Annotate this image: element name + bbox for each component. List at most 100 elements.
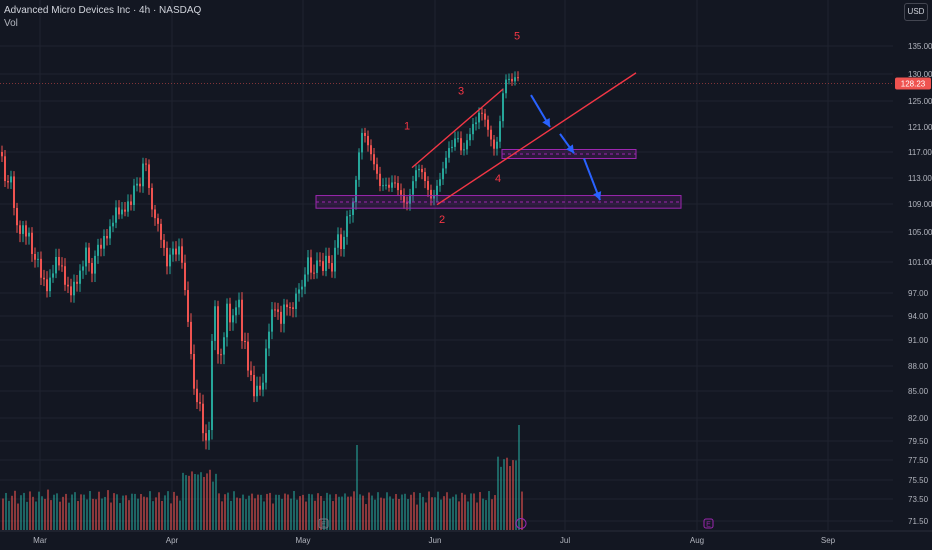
price-tick-label: 125.00 — [908, 97, 932, 106]
volume-bar — [236, 497, 238, 530]
candle-body — [382, 185, 384, 187]
candle-body — [145, 163, 147, 165]
volume-bar — [326, 492, 328, 530]
candle-body — [88, 247, 90, 263]
volume-bar — [383, 498, 385, 530]
candle-body — [502, 93, 504, 122]
volume-bar — [188, 475, 190, 530]
volume-bar — [398, 498, 400, 530]
volume-bar — [23, 492, 25, 530]
candle-body — [430, 189, 432, 199]
candle-body — [376, 164, 378, 174]
volume-bar — [47, 489, 49, 530]
current-price-tag — [895, 77, 931, 90]
candle-body — [511, 78, 513, 82]
volume-bar — [344, 493, 346, 530]
volume-bar — [455, 494, 457, 530]
volume-bar — [278, 494, 280, 530]
volume-bar — [44, 498, 46, 530]
volume-bar — [341, 496, 343, 530]
time-tick-label: Apr — [166, 536, 179, 545]
candle-body — [154, 209, 156, 219]
volume-bar — [131, 493, 133, 530]
candle-body — [187, 290, 189, 322]
volume-bar — [248, 495, 250, 530]
price-tick-label: 135.00 — [908, 42, 932, 51]
candle-body — [232, 315, 234, 323]
volume-bar — [389, 496, 391, 530]
candle-body — [208, 430, 210, 441]
candle-body — [148, 164, 150, 188]
volume-bar — [437, 491, 439, 530]
volume-bar — [452, 496, 454, 530]
price-tick-label: 71.50 — [908, 517, 929, 526]
candle-body — [394, 182, 396, 184]
volume-bar — [368, 492, 370, 530]
volume-bar — [146, 497, 148, 530]
volume-bar — [251, 493, 253, 530]
price-tick-label: 101.00 — [908, 258, 932, 267]
volume-bar — [158, 492, 160, 530]
candle-body — [424, 172, 426, 182]
candle-body — [301, 286, 303, 290]
wave-label: 4 — [495, 173, 501, 185]
candle-body — [361, 132, 363, 153]
volume-bar — [332, 501, 334, 530]
candle-body — [388, 184, 390, 188]
forecast-arrowhead — [542, 118, 550, 127]
candle-body — [247, 341, 249, 371]
volume-bar — [80, 494, 82, 530]
volume-bar — [470, 493, 472, 530]
time-tick-label: Jun — [429, 536, 442, 545]
candle-body — [124, 209, 126, 212]
candle-body — [334, 247, 336, 272]
volume-bar — [413, 492, 415, 530]
volume-bar — [320, 496, 322, 530]
candle-body — [436, 185, 438, 196]
candle-body — [391, 182, 393, 188]
volume-bar — [329, 494, 331, 530]
candle-body — [151, 187, 153, 210]
volume-label: Vol — [4, 18, 18, 29]
candle-body — [52, 273, 54, 278]
volume-bar — [263, 501, 265, 530]
candle-body — [448, 148, 450, 158]
volume-bar — [371, 495, 373, 530]
volume-bar — [335, 494, 337, 530]
candle-body — [373, 154, 375, 165]
volume-bar — [161, 500, 163, 530]
volume-bar — [179, 500, 181, 530]
volume-bar — [137, 498, 139, 530]
volume-bar — [449, 498, 451, 530]
candle-body — [415, 170, 417, 182]
candle-body — [118, 207, 120, 215]
candle-body — [1, 152, 3, 157]
volume-bar — [296, 499, 298, 530]
volume-bar — [518, 425, 520, 530]
candle-body — [445, 157, 447, 169]
currency-button[interactable]: USD — [904, 3, 928, 21]
candle-body — [19, 225, 21, 234]
volume-bar — [395, 494, 397, 530]
candle-body — [346, 216, 348, 237]
volume-bar — [206, 473, 208, 530]
volume-bar — [29, 491, 31, 530]
volume-bar — [287, 494, 289, 530]
volume-bar — [125, 495, 127, 530]
candle-body — [358, 152, 360, 180]
volume-bar — [275, 494, 277, 530]
candle-body — [46, 279, 48, 292]
candle-body — [82, 266, 84, 271]
volume-bar — [116, 494, 118, 530]
volume-bar — [86, 499, 88, 530]
candle-body — [7, 181, 9, 183]
volume-bar — [461, 492, 463, 530]
candle-body — [37, 258, 39, 260]
candle-body — [64, 266, 66, 285]
volume-bar — [347, 496, 349, 530]
candle-body — [304, 274, 306, 287]
candle-body — [256, 385, 258, 397]
volume-bar — [65, 493, 67, 530]
candle-body — [343, 236, 345, 250]
